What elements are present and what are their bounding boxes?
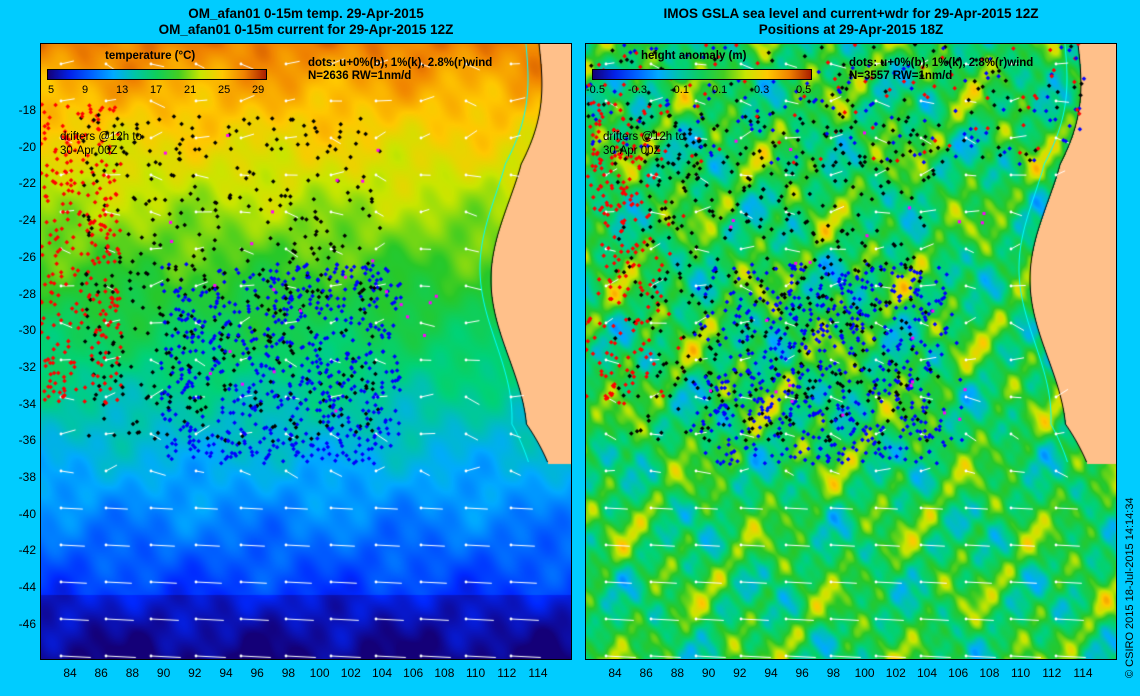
longitude-tick-label: 114: [1073, 666, 1093, 680]
latitude-tick-label: -20: [18, 139, 36, 154]
colorbar-tick-label: 17: [150, 84, 163, 96]
colorbar-tick-label: 0.5: [796, 84, 812, 96]
temperature-colorbar: [47, 69, 267, 80]
colorbar-tick-label: -0.1: [670, 84, 689, 96]
latitude-tick-label: -38: [18, 470, 36, 484]
left-drifter-line1: drifters @12h to: [60, 131, 142, 143]
right-sea-level-map: [585, 43, 1117, 660]
left-drifter-note: drifters @12h to 30-Apr 00Z: [60, 130, 170, 158]
longitude-tick-label: 106: [948, 666, 969, 680]
height-anomaly-field-canvas: [586, 44, 1116, 659]
longitude-tick-label: 96: [250, 666, 264, 680]
longitude-tick-label: 92: [733, 666, 747, 680]
latitude-tick-label: -30: [18, 323, 36, 338]
colorbar-tick-label: 5: [48, 84, 55, 96]
latitude-tick-label: -18: [18, 103, 36, 117]
credit-text: © CSIRO 2015 18-Jul-2015 14:14:34: [1124, 497, 1136, 678]
longitude-tick-label: 100: [309, 666, 330, 680]
left-scale-title: temperature (°C): [105, 50, 196, 62]
left-dots-note: dots: u+0%(b), 1%(k), 2.8%(r)wind N=2636…: [308, 57, 492, 83]
left-panel-title: OM_afan01 0-15m temp. 29-Apr-2015 OM_afa…: [40, 6, 572, 38]
longitude-tick-label: 94: [764, 666, 778, 680]
temperature-field-canvas: [41, 44, 571, 659]
latitude-tick-label: -44: [18, 580, 36, 595]
longitude-tick-label: 114: [528, 666, 548, 680]
latitude-tick-label: -42: [18, 543, 36, 558]
colorbar-tick-label: -0.3: [628, 84, 647, 96]
latitude-tick-label: -26: [18, 249, 36, 264]
colorbar-tick-label: 0.3: [754, 84, 770, 96]
latitude-tick-label: -36: [18, 433, 36, 448]
latitude-tick-label: -22: [18, 176, 36, 191]
longitude-tick-label: 86: [639, 666, 653, 680]
credit-stamp: © CSIRO 2015 18-Jul-2015 14:14:34: [1124, 420, 1138, 690]
longitude-tick-label: 110: [1011, 666, 1031, 680]
right-title-line1: IMOS GSLA sea level and current+wdr for …: [663, 6, 1039, 21]
longitude-tick-label: 84: [63, 666, 77, 680]
longitude-tick-label: 86: [94, 666, 108, 680]
latitude-tick-label: -32: [18, 359, 36, 374]
right-title-line2: Positions at 29-Apr-2015 18Z: [758, 22, 944, 37]
longitude-tick-label: 98: [826, 666, 841, 680]
left-note-line2: N=2636 RW=1nm/d: [308, 70, 412, 82]
longitude-tick-label: 108: [979, 666, 1000, 680]
colorbar-tick-label: -0.5: [586, 84, 605, 96]
colorbar-tick-label: 13: [116, 84, 129, 96]
left-note-line1: dots: u+0%(b), 1%(k), 2.8%(r)wind: [308, 57, 493, 69]
colorbar-tick-label: 25: [218, 84, 231, 96]
longitude-tick-label: 104: [916, 666, 938, 680]
right-drifter-line1: drifters @12h to: [603, 131, 685, 143]
longitude-tick-label: 106: [403, 666, 424, 680]
longitude-tick-label: 100: [854, 666, 875, 680]
right-drifter-line2: 30-Apr 00Z: [603, 145, 661, 157]
longitude-tick-label: 108: [434, 666, 455, 680]
longitude-tick-label: 90: [156, 666, 171, 680]
right-scale-title: height anomaly (m): [641, 50, 747, 62]
longitude-tick-label: 102: [885, 666, 906, 680]
left-title-line2: OM_afan01 0-15m current for 29-Apr-2015 …: [158, 22, 454, 37]
latitude-tick-label: -34: [18, 396, 36, 411]
longitude-tick-label: 102: [340, 666, 361, 680]
left-temperature-map: [40, 43, 572, 660]
colorbar-tick-label: 0.1: [712, 84, 728, 96]
longitude-tick-label: 88: [670, 666, 685, 680]
right-panel-title: IMOS GSLA sea level and current+wdr for …: [585, 6, 1117, 38]
longitude-tick-label: 110: [466, 666, 486, 680]
right-note-line2: N=3557 RW=1nm/d: [849, 70, 953, 82]
longitude-tick-label: 112: [1042, 666, 1062, 680]
longitude-tick-label: 94: [219, 666, 233, 680]
right-drifter-note: drifters @12h to 30-Apr 00Z: [603, 130, 713, 158]
latitude-tick-label: -24: [18, 213, 36, 228]
latitude-tick-label: -40: [18, 506, 36, 521]
latitude-tick-label: -28: [18, 286, 36, 301]
longitude-tick-label: 92: [188, 666, 202, 680]
longitude-tick-label: 104: [371, 666, 393, 680]
left-drifter-line2: 30-Apr 00Z: [60, 145, 118, 157]
right-note-line1: dots: u+0%(b), 1%(k), 2.8%(r)wind: [849, 57, 1034, 69]
colorbar-tick-label: 9: [82, 84, 89, 96]
colorbar-tick-label: 21: [184, 84, 197, 96]
colorbar-tick-label: 29: [252, 84, 265, 96]
longitude-tick-label: 98: [281, 666, 296, 680]
height-anomaly-colorbar: [592, 69, 812, 80]
longitude-tick-label: 96: [795, 666, 809, 680]
latitude-tick-label: -46: [18, 616, 36, 631]
right-dots-note: dots: u+0%(b), 1%(k), 2.8%(r)wind N=3557…: [849, 57, 1033, 83]
longitude-tick-label: 88: [125, 666, 140, 680]
left-title-line1: OM_afan01 0-15m temp. 29-Apr-2015: [188, 6, 424, 21]
longitude-tick-label: 90: [701, 666, 716, 680]
longitude-tick-label: 112: [497, 666, 517, 680]
longitude-tick-label: 84: [608, 666, 622, 680]
